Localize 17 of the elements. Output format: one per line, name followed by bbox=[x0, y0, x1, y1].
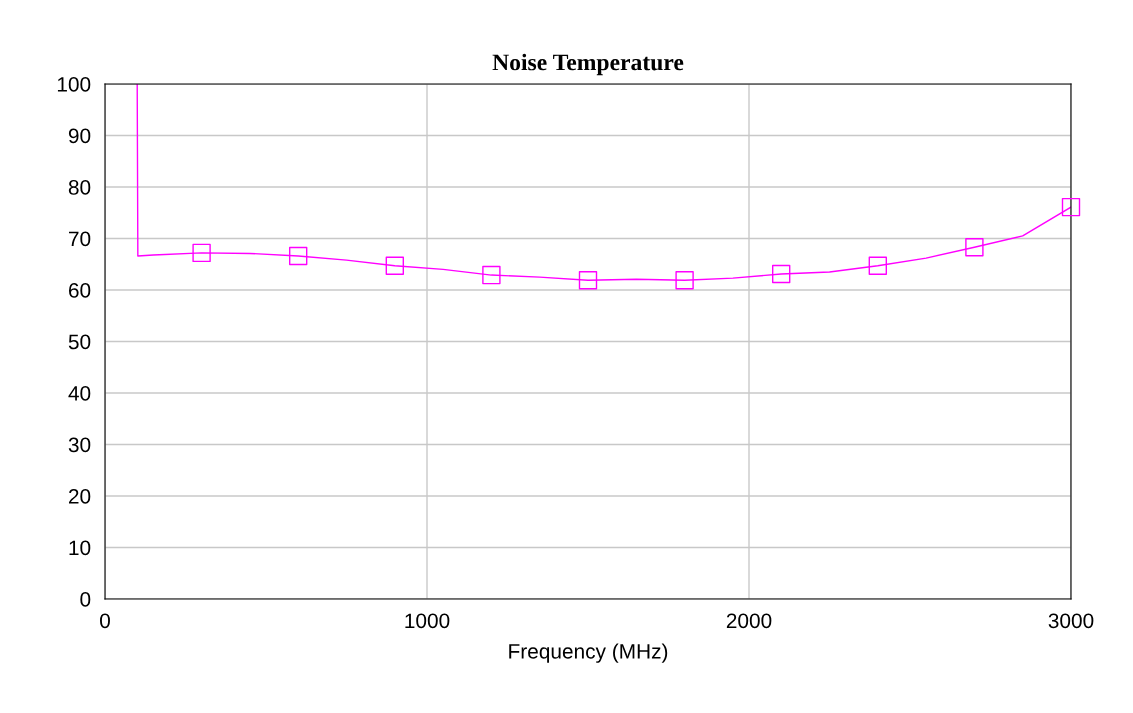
y-tick-label: 80 bbox=[68, 180, 91, 195]
y-tick-label: 40 bbox=[68, 386, 91, 401]
x-tick-label: 0 bbox=[100, 613, 110, 629]
y-tick-label: 20 bbox=[68, 489, 91, 504]
y-tick-label: 0 bbox=[80, 592, 91, 607]
x-tick-label: 2000 bbox=[726, 613, 772, 629]
chart-title: Noise Temperature bbox=[492, 53, 684, 76]
y-tick-label: 70 bbox=[69, 231, 91, 247]
y-tick-label: 30 bbox=[68, 437, 91, 453]
y-tick-label: 50 bbox=[68, 334, 91, 350]
x-tick-label: 3000 bbox=[1048, 613, 1094, 629]
y-tick-label: 100 bbox=[57, 77, 91, 92]
x-axis-title: Frequency (MHz) bbox=[509, 643, 668, 663]
y-tick-label: 10 bbox=[69, 540, 91, 556]
y-tick-label: 90 bbox=[68, 128, 91, 144]
x-tick-label: 1000 bbox=[405, 613, 450, 629]
y-tick-label: 60 bbox=[69, 283, 91, 298]
